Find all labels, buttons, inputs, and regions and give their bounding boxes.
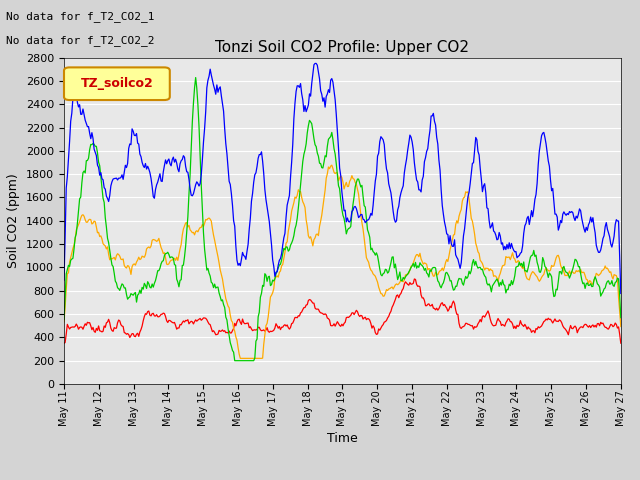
Open -2cm <box>328 323 335 329</box>
Tree -4cm <box>605 230 612 236</box>
Open -2cm <box>362 314 369 320</box>
Open -4cm <box>327 133 335 139</box>
Text: No data for f_T2_CO2_2: No data for f_T2_CO2_2 <box>6 35 155 46</box>
Tree -2cm <box>328 162 335 168</box>
Open -4cm <box>606 281 614 287</box>
Tree -2cm <box>364 257 371 263</box>
Tree -2cm <box>606 270 614 276</box>
Tree -4cm <box>518 250 525 255</box>
Open -2cm <box>324 316 332 322</box>
Tree -4cm <box>617 290 625 296</box>
Open -4cm <box>617 315 625 321</box>
Tree -4cm <box>329 79 337 85</box>
FancyBboxPatch shape <box>64 67 170 100</box>
Line: Tree -2cm: Tree -2cm <box>64 165 621 359</box>
Open -4cm <box>364 227 371 233</box>
Y-axis label: Soil CO2 (ppm): Soil CO2 (ppm) <box>8 173 20 268</box>
Title: Tonzi Soil CO2 Profile: Upper CO2: Tonzi Soil CO2 Profile: Upper CO2 <box>216 40 469 55</box>
Open -2cm <box>617 340 625 346</box>
Tree -4cm <box>326 90 333 96</box>
Tree -4cm <box>60 277 68 283</box>
Tree -2cm <box>60 319 68 325</box>
Open -2cm <box>518 321 525 327</box>
Tree -2cm <box>326 166 333 171</box>
Open -2cm <box>410 276 418 282</box>
Open -4cm <box>330 146 338 152</box>
Tree -2cm <box>394 282 401 288</box>
X-axis label: Time: Time <box>327 432 358 444</box>
Tree -2cm <box>236 356 244 361</box>
Open -4cm <box>192 75 200 81</box>
Line: Open -4cm: Open -4cm <box>64 78 621 360</box>
Open -2cm <box>60 340 68 346</box>
Tree -4cm <box>311 60 319 66</box>
Tree -2cm <box>519 265 527 271</box>
Open -4cm <box>231 358 239 363</box>
Text: TZ_soilco2: TZ_soilco2 <box>81 77 153 90</box>
Tree -4cm <box>393 218 401 224</box>
Open -2cm <box>605 326 612 332</box>
Open -4cm <box>519 264 527 270</box>
Tree -2cm <box>330 169 338 175</box>
Line: Tree -4cm: Tree -4cm <box>64 63 621 293</box>
Tree -4cm <box>362 218 370 224</box>
Open -4cm <box>60 316 68 322</box>
Line: Open -2cm: Open -2cm <box>64 279 621 343</box>
Tree -2cm <box>617 324 625 329</box>
Open -2cm <box>392 297 399 302</box>
Open -4cm <box>394 276 401 282</box>
Text: No data for f_T2_CO2_1: No data for f_T2_CO2_1 <box>6 11 155 22</box>
